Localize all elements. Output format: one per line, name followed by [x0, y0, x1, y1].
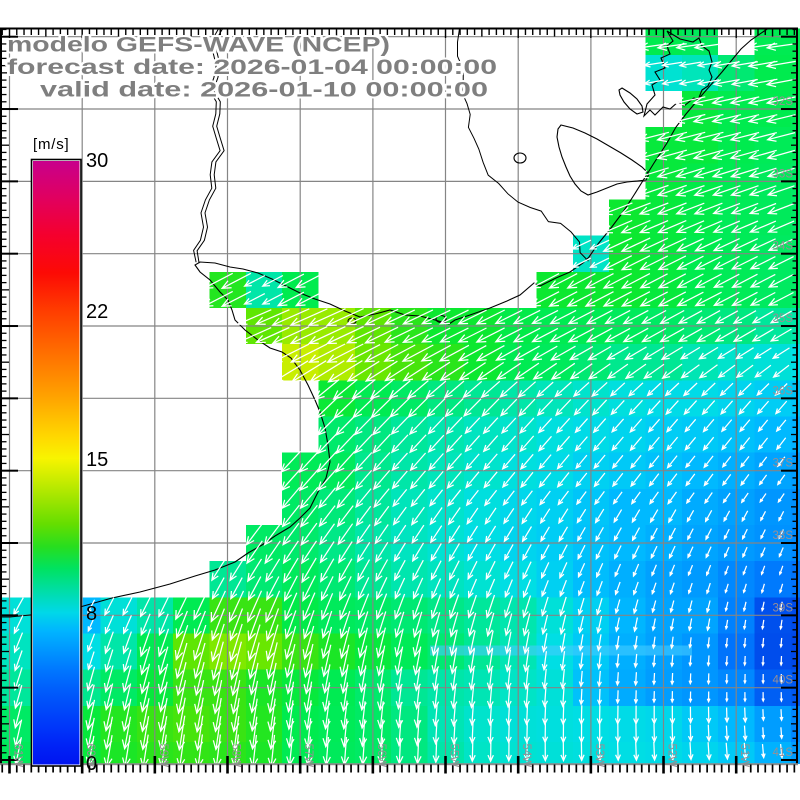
- svg-text:34S: 34S: [773, 241, 794, 253]
- svg-text:52W: 52W: [666, 744, 678, 768]
- svg-text:41S: 41S: [773, 747, 794, 759]
- svg-text:59W: 59W: [157, 744, 169, 768]
- svg-text:forecast date: 2026-01-04 00:0: forecast date: 2026-01-04 00:00:00: [7, 55, 497, 79]
- svg-text:56W: 56W: [375, 744, 387, 768]
- svg-text:40S: 40S: [773, 675, 794, 687]
- svg-text:8: 8: [86, 603, 97, 625]
- svg-text:30: 30: [86, 150, 108, 172]
- svg-text:38S: 38S: [773, 530, 794, 542]
- svg-text:[m/s]: [m/s]: [33, 136, 70, 153]
- svg-text:39S: 39S: [773, 602, 794, 614]
- svg-text:53W: 53W: [593, 744, 605, 768]
- svg-text:60W: 60W: [84, 744, 96, 768]
- svg-text:32S: 32S: [773, 96, 794, 108]
- svg-text:36S: 36S: [773, 385, 794, 397]
- svg-text:33S: 33S: [773, 168, 794, 180]
- svg-text:57W: 57W: [302, 744, 314, 768]
- svg-text:58W: 58W: [230, 744, 242, 768]
- svg-text:modelo GEFS-WAVE (NCEP): modelo GEFS-WAVE (NCEP): [7, 33, 390, 57]
- svg-text:55W: 55W: [448, 744, 460, 768]
- svg-text:51W: 51W: [738, 744, 750, 768]
- svg-text:37S: 37S: [773, 458, 794, 470]
- svg-text:35S: 35S: [773, 313, 794, 325]
- svg-text:0: 0: [86, 753, 97, 775]
- svg-text:61W: 61W: [12, 744, 24, 768]
- svg-text:54W: 54W: [520, 744, 532, 768]
- svg-text:15: 15: [86, 449, 108, 471]
- svg-text:valid date: 2026-01-10 00:00:0: valid date: 2026-01-10 00:00:00: [40, 78, 488, 102]
- svg-text:22: 22: [86, 301, 108, 323]
